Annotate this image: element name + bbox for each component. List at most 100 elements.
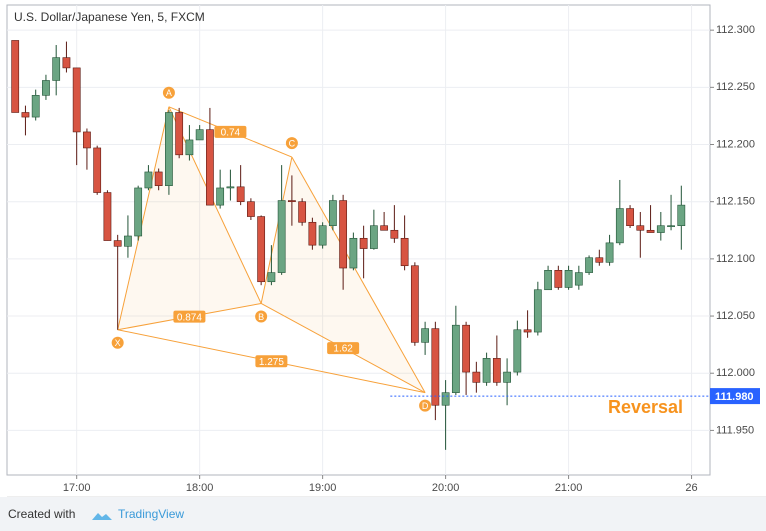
candle-body xyxy=(113,240,122,247)
candle-body xyxy=(564,270,573,288)
ratio-box xyxy=(327,342,360,355)
ratio-label: 0.874 xyxy=(177,312,202,323)
candle-body xyxy=(451,324,460,393)
candle-body xyxy=(441,392,450,406)
candle-body xyxy=(410,265,419,343)
candle-body xyxy=(318,225,327,246)
candle-body xyxy=(31,95,40,118)
y-tick-label: 112.050 xyxy=(716,310,755,322)
candle-body xyxy=(52,57,61,81)
candle-body xyxy=(257,216,266,283)
candle-body xyxy=(21,112,30,118)
candle-body xyxy=(93,147,102,193)
candle-body xyxy=(195,129,204,141)
candle-body xyxy=(134,187,143,237)
candle-body xyxy=(226,186,235,189)
pattern-point xyxy=(162,86,175,99)
candle-body xyxy=(462,324,470,373)
chart-title: U.S. Dollar/Japanese Yen, 5, FXCM xyxy=(14,10,205,24)
candle-body xyxy=(288,200,296,202)
candle-body xyxy=(62,57,71,69)
pattern-point xyxy=(111,336,124,349)
candle-body xyxy=(636,225,645,231)
ratio-box xyxy=(255,355,288,368)
pattern-leg xyxy=(168,106,262,304)
pattern-point-label: A xyxy=(166,88,172,98)
ratio-box xyxy=(173,310,206,323)
tradingview-logo xyxy=(92,513,112,520)
pattern-point-label: X xyxy=(115,338,121,348)
candle-body xyxy=(339,200,348,269)
candle-body xyxy=(431,328,440,406)
candle-body xyxy=(667,225,675,228)
candle-body xyxy=(103,192,112,241)
candle-body xyxy=(277,200,286,273)
pattern-leg xyxy=(117,106,170,330)
candle-body xyxy=(165,112,173,186)
pattern-point-label: D xyxy=(422,401,429,411)
candle-body xyxy=(267,272,276,283)
candle-body xyxy=(400,237,409,267)
y-tick-label: 112.150 xyxy=(716,196,755,208)
candle-body xyxy=(646,229,655,233)
y-tick-label: 112.100 xyxy=(716,253,755,265)
footer-prefix: Created with xyxy=(8,507,75,521)
candle-body xyxy=(472,371,481,383)
pattern-point xyxy=(285,137,298,150)
footer-band xyxy=(0,497,766,531)
candle-body xyxy=(359,237,368,249)
candle-body xyxy=(236,186,245,202)
candle-body xyxy=(369,225,378,249)
candle-body xyxy=(554,270,563,288)
x-tick-label: 17:00 xyxy=(63,482,91,494)
y-tick-label: 112.000 xyxy=(716,367,755,379)
pattern-leg xyxy=(260,156,293,304)
pattern-point xyxy=(255,310,268,323)
candle-body xyxy=(124,235,132,247)
candle-body xyxy=(328,200,337,227)
candle-body xyxy=(421,328,429,343)
pattern-point-label: B xyxy=(258,312,264,322)
pattern-leg xyxy=(291,156,426,393)
price-label: 111.980 xyxy=(715,391,754,403)
plot-frame xyxy=(6,4,711,476)
candle-body xyxy=(83,131,91,149)
ratio-label: 1.275 xyxy=(259,357,284,368)
candle-body xyxy=(72,67,81,133)
candle-body xyxy=(533,289,542,333)
candle-body xyxy=(154,171,163,186)
annotation: Reversal xyxy=(608,397,683,417)
footer-brand[interactable]: TradingView xyxy=(118,507,184,521)
candle-body xyxy=(308,221,317,246)
candle-body xyxy=(503,371,511,383)
y-tick-label: 112.200 xyxy=(716,138,755,150)
price-label-box xyxy=(710,388,760,405)
candle-body xyxy=(492,358,501,383)
candle-body xyxy=(523,329,532,333)
x-tick-label: 18:00 xyxy=(186,482,214,494)
candle-body xyxy=(11,40,20,113)
candle-body xyxy=(574,272,583,286)
candle-body xyxy=(656,225,665,233)
x-tick-label: 20:00 xyxy=(432,482,460,494)
candle-body xyxy=(677,204,686,227)
candle-body xyxy=(349,237,358,269)
pattern-area xyxy=(117,106,262,330)
ratio-box xyxy=(214,125,247,138)
y-tick-label: 112.250 xyxy=(716,81,755,93)
candle-body xyxy=(206,129,214,206)
axes: 111.950 112.000 112.050 112.100 112.150 112.2… xyxy=(63,24,760,494)
candle-body xyxy=(216,187,225,206)
candle-body xyxy=(605,242,614,263)
pattern-point-label: C xyxy=(289,138,296,148)
candle-body xyxy=(544,270,552,291)
candle-body xyxy=(185,139,194,156)
candle-body xyxy=(144,171,153,189)
candles xyxy=(11,40,686,450)
x-tick-label: 26 xyxy=(685,482,697,494)
ratio-label: 0.74 xyxy=(221,128,241,139)
x-tick-label: 21:00 xyxy=(555,482,583,494)
y-tick-label: 112.300 xyxy=(716,24,755,36)
